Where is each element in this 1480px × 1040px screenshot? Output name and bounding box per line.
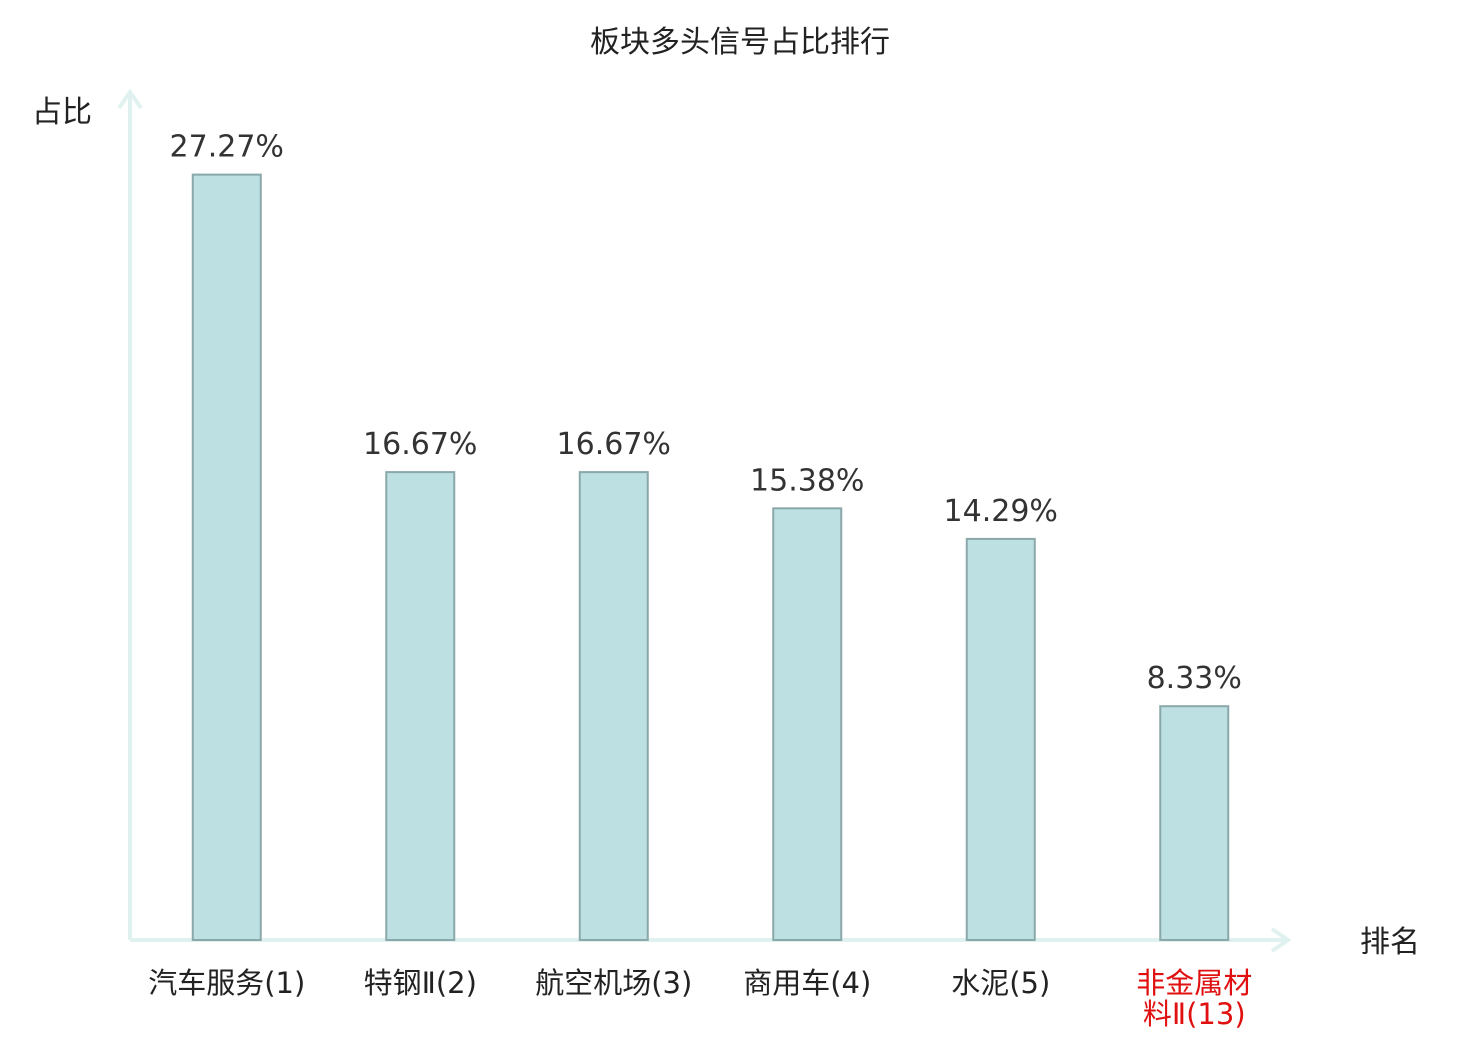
bar-value-label: 14.29%	[944, 494, 1058, 529]
bar	[191, 173, 262, 941]
bar	[1159, 705, 1230, 941]
x-axis-label: 排名	[1360, 925, 1420, 960]
x-tick-label: 航空机场(3)	[535, 966, 692, 1000]
y-axis-arrow	[117, 88, 143, 110]
x-tick-label: 特钢Ⅱ(2)	[364, 966, 477, 1000]
x-tick-label: 非金属材	[1136, 966, 1252, 1000]
bar-value-label: 16.67%	[363, 427, 477, 462]
x-tick-label: 料Ⅱ(13)	[1143, 997, 1246, 1031]
bar-value-label: 15.38%	[750, 463, 864, 498]
x-tick-label: 汽车服务(1)	[148, 966, 305, 1000]
x-tick-label: 水泥(5)	[951, 966, 1050, 1000]
bar-value-label: 8.33%	[1147, 661, 1242, 696]
x-tick-label: 商用车(4)	[743, 966, 871, 1000]
y-axis-label: 占比	[32, 95, 92, 130]
bar-value-label: 16.67%	[557, 427, 671, 462]
bar	[772, 507, 843, 941]
x-axis-arrow	[1270, 927, 1292, 953]
bar	[578, 471, 649, 941]
bars-group: 27.27% 汽车服务(1) 16.67% 特钢Ⅱ(2) 16.67% 航空机场(3) 15…	[148, 130, 1252, 1031]
bar-value-label: 27.27%	[170, 130, 284, 165]
bar	[385, 471, 456, 941]
bar	[965, 537, 1036, 941]
chart-title: 板块多头信号占比排行	[590, 25, 890, 60]
